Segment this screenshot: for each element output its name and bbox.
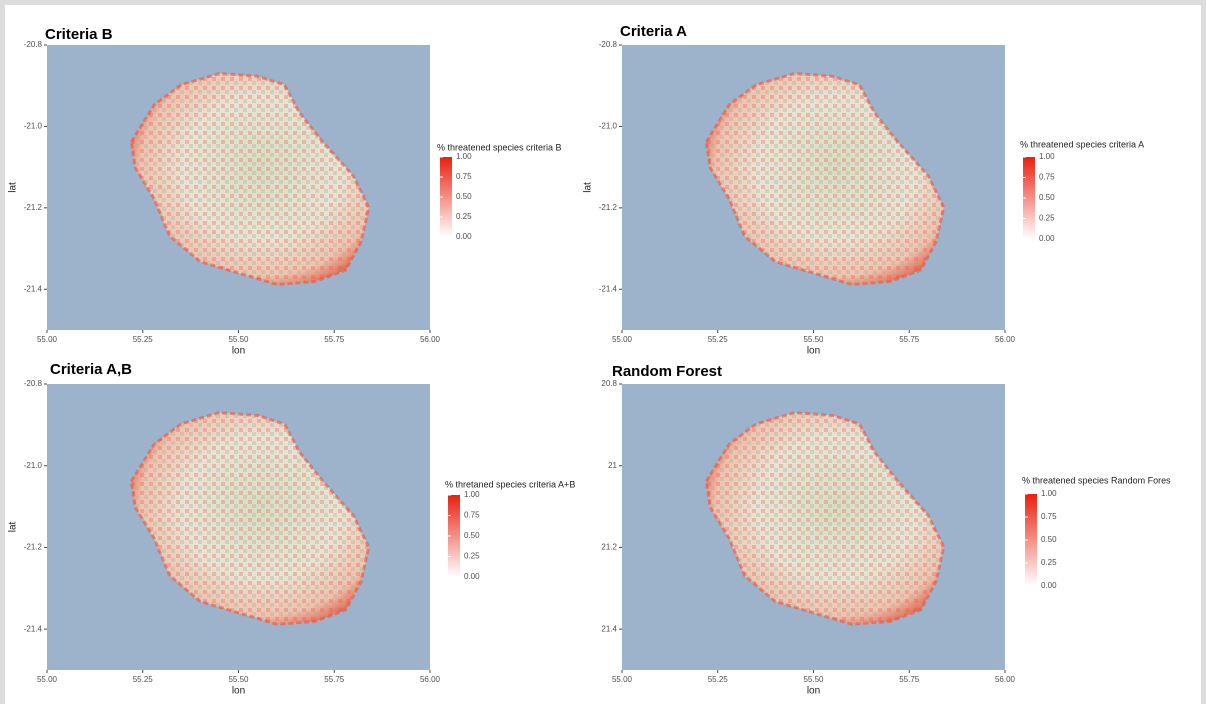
x-tick-label: 56.00 xyxy=(995,335,1016,344)
x-tick-label: 55.00 xyxy=(37,335,58,344)
legend-title: % thretaned species criteria A+B xyxy=(445,479,575,489)
y-tick-label: -20.8 xyxy=(24,379,43,388)
colorbar-tick-label: 0.00 xyxy=(1041,581,1057,590)
y-tick-label: 21 xyxy=(608,461,617,470)
y-tick-label: -21.4 xyxy=(24,284,43,293)
legend-title: % threatened species criteria B xyxy=(437,142,562,152)
y-tick-label: -21.2 xyxy=(24,543,43,552)
x-tick-label: 55.50 xyxy=(228,335,249,344)
panel-title: Criteria A,B xyxy=(50,361,132,378)
x-tick-label: 55.00 xyxy=(612,335,633,344)
colorbar-tick-label: 0.00 xyxy=(456,232,472,241)
y-axis-label: lat xyxy=(8,521,19,532)
colorbar-tick-label: 1.00 xyxy=(1041,489,1057,498)
y-tick-label: -21.4 xyxy=(24,624,43,633)
y-tick-label: -21.0 xyxy=(24,122,43,131)
colorbar-tick-label: 0.75 xyxy=(456,172,472,181)
y-tick-label: -21.0 xyxy=(599,122,618,131)
colorbar-tick-label: 0.75 xyxy=(464,511,480,520)
x-tick-label: 55.25 xyxy=(133,675,154,684)
colorbar-tick-label: 0.50 xyxy=(1039,193,1055,202)
x-tick-label: 55.75 xyxy=(324,335,345,344)
colorbar-tick-label: 0.50 xyxy=(464,531,480,540)
colorbar-tick-label: 0.50 xyxy=(456,192,472,201)
colorbar-tick-label: 0.00 xyxy=(1039,234,1055,243)
colorbar-tick-label: 0.75 xyxy=(1041,512,1057,521)
panel-title: Criteria B xyxy=(45,26,113,43)
y-tick-label: -21.2 xyxy=(599,203,618,212)
y-axis-label: lat xyxy=(583,182,594,193)
x-tick-label: 55.00 xyxy=(37,675,58,684)
panel-title: Random Forest xyxy=(612,363,722,380)
colorbar-tick-label: 0.50 xyxy=(1041,535,1057,544)
y-tick-label: 21.2 xyxy=(601,543,617,552)
x-tick-label: 55.25 xyxy=(708,675,729,684)
x-axis-label: lon xyxy=(807,346,820,357)
x-axis-label: lon xyxy=(232,686,245,697)
x-tick-label: 55.25 xyxy=(133,335,154,344)
x-axis-label: lon xyxy=(232,346,245,357)
y-tick-label: 21.4 xyxy=(601,624,617,633)
x-tick-label: 55.50 xyxy=(803,675,824,684)
x-tick-label: 55.25 xyxy=(708,335,729,344)
x-tick-label: 56.00 xyxy=(995,675,1016,684)
legend-title: % threatened species Random Fores xyxy=(1022,475,1171,485)
colorbar-tick-label: 0.25 xyxy=(1039,214,1055,223)
x-tick-label: 56.00 xyxy=(420,335,441,344)
x-tick-label: 55.50 xyxy=(803,335,824,344)
x-axis-label: lon xyxy=(807,686,820,697)
colorbar-tick-label: 1.00 xyxy=(464,490,480,499)
y-tick-label: -20.8 xyxy=(599,40,618,49)
colorbar-tick-label: 0.00 xyxy=(464,572,480,581)
y-axis-label: lat xyxy=(8,182,19,193)
x-tick-label: 55.75 xyxy=(324,675,345,684)
y-tick-label: -21.0 xyxy=(24,461,43,470)
figure: Criteria B 55.00 55.25 55.50 55.75 56.00 -20.8… xyxy=(0,0,1206,704)
x-tick-label: 55.50 xyxy=(228,675,249,684)
x-tick-label: 56.00 xyxy=(420,675,441,684)
y-tick-label: -20.8 xyxy=(24,40,43,49)
x-tick-label: 55.00 xyxy=(612,675,633,684)
legend-title: % threatened species criteria A xyxy=(1020,139,1144,149)
y-tick-label: -21.4 xyxy=(599,284,618,293)
panel-title: Criteria A xyxy=(620,23,687,40)
colorbar-tick-label: 1.00 xyxy=(456,152,472,161)
y-tick-label: 20.8 xyxy=(601,379,617,388)
y-tick-label: -21.2 xyxy=(24,203,43,212)
x-tick-label: 55.75 xyxy=(899,675,920,684)
colorbar-tick-label: 0.25 xyxy=(456,212,472,221)
colorbar-tick-label: 1.00 xyxy=(1039,152,1055,161)
page: {"panels": [ {"title": "Criteria B", "xl… xyxy=(0,0,1206,704)
colorbar-tick-label: 0.25 xyxy=(464,552,480,561)
x-tick-label: 55.75 xyxy=(899,335,920,344)
colorbar-tick-label: 0.25 xyxy=(1041,558,1057,567)
colorbar-tick-label: 0.75 xyxy=(1039,173,1055,182)
